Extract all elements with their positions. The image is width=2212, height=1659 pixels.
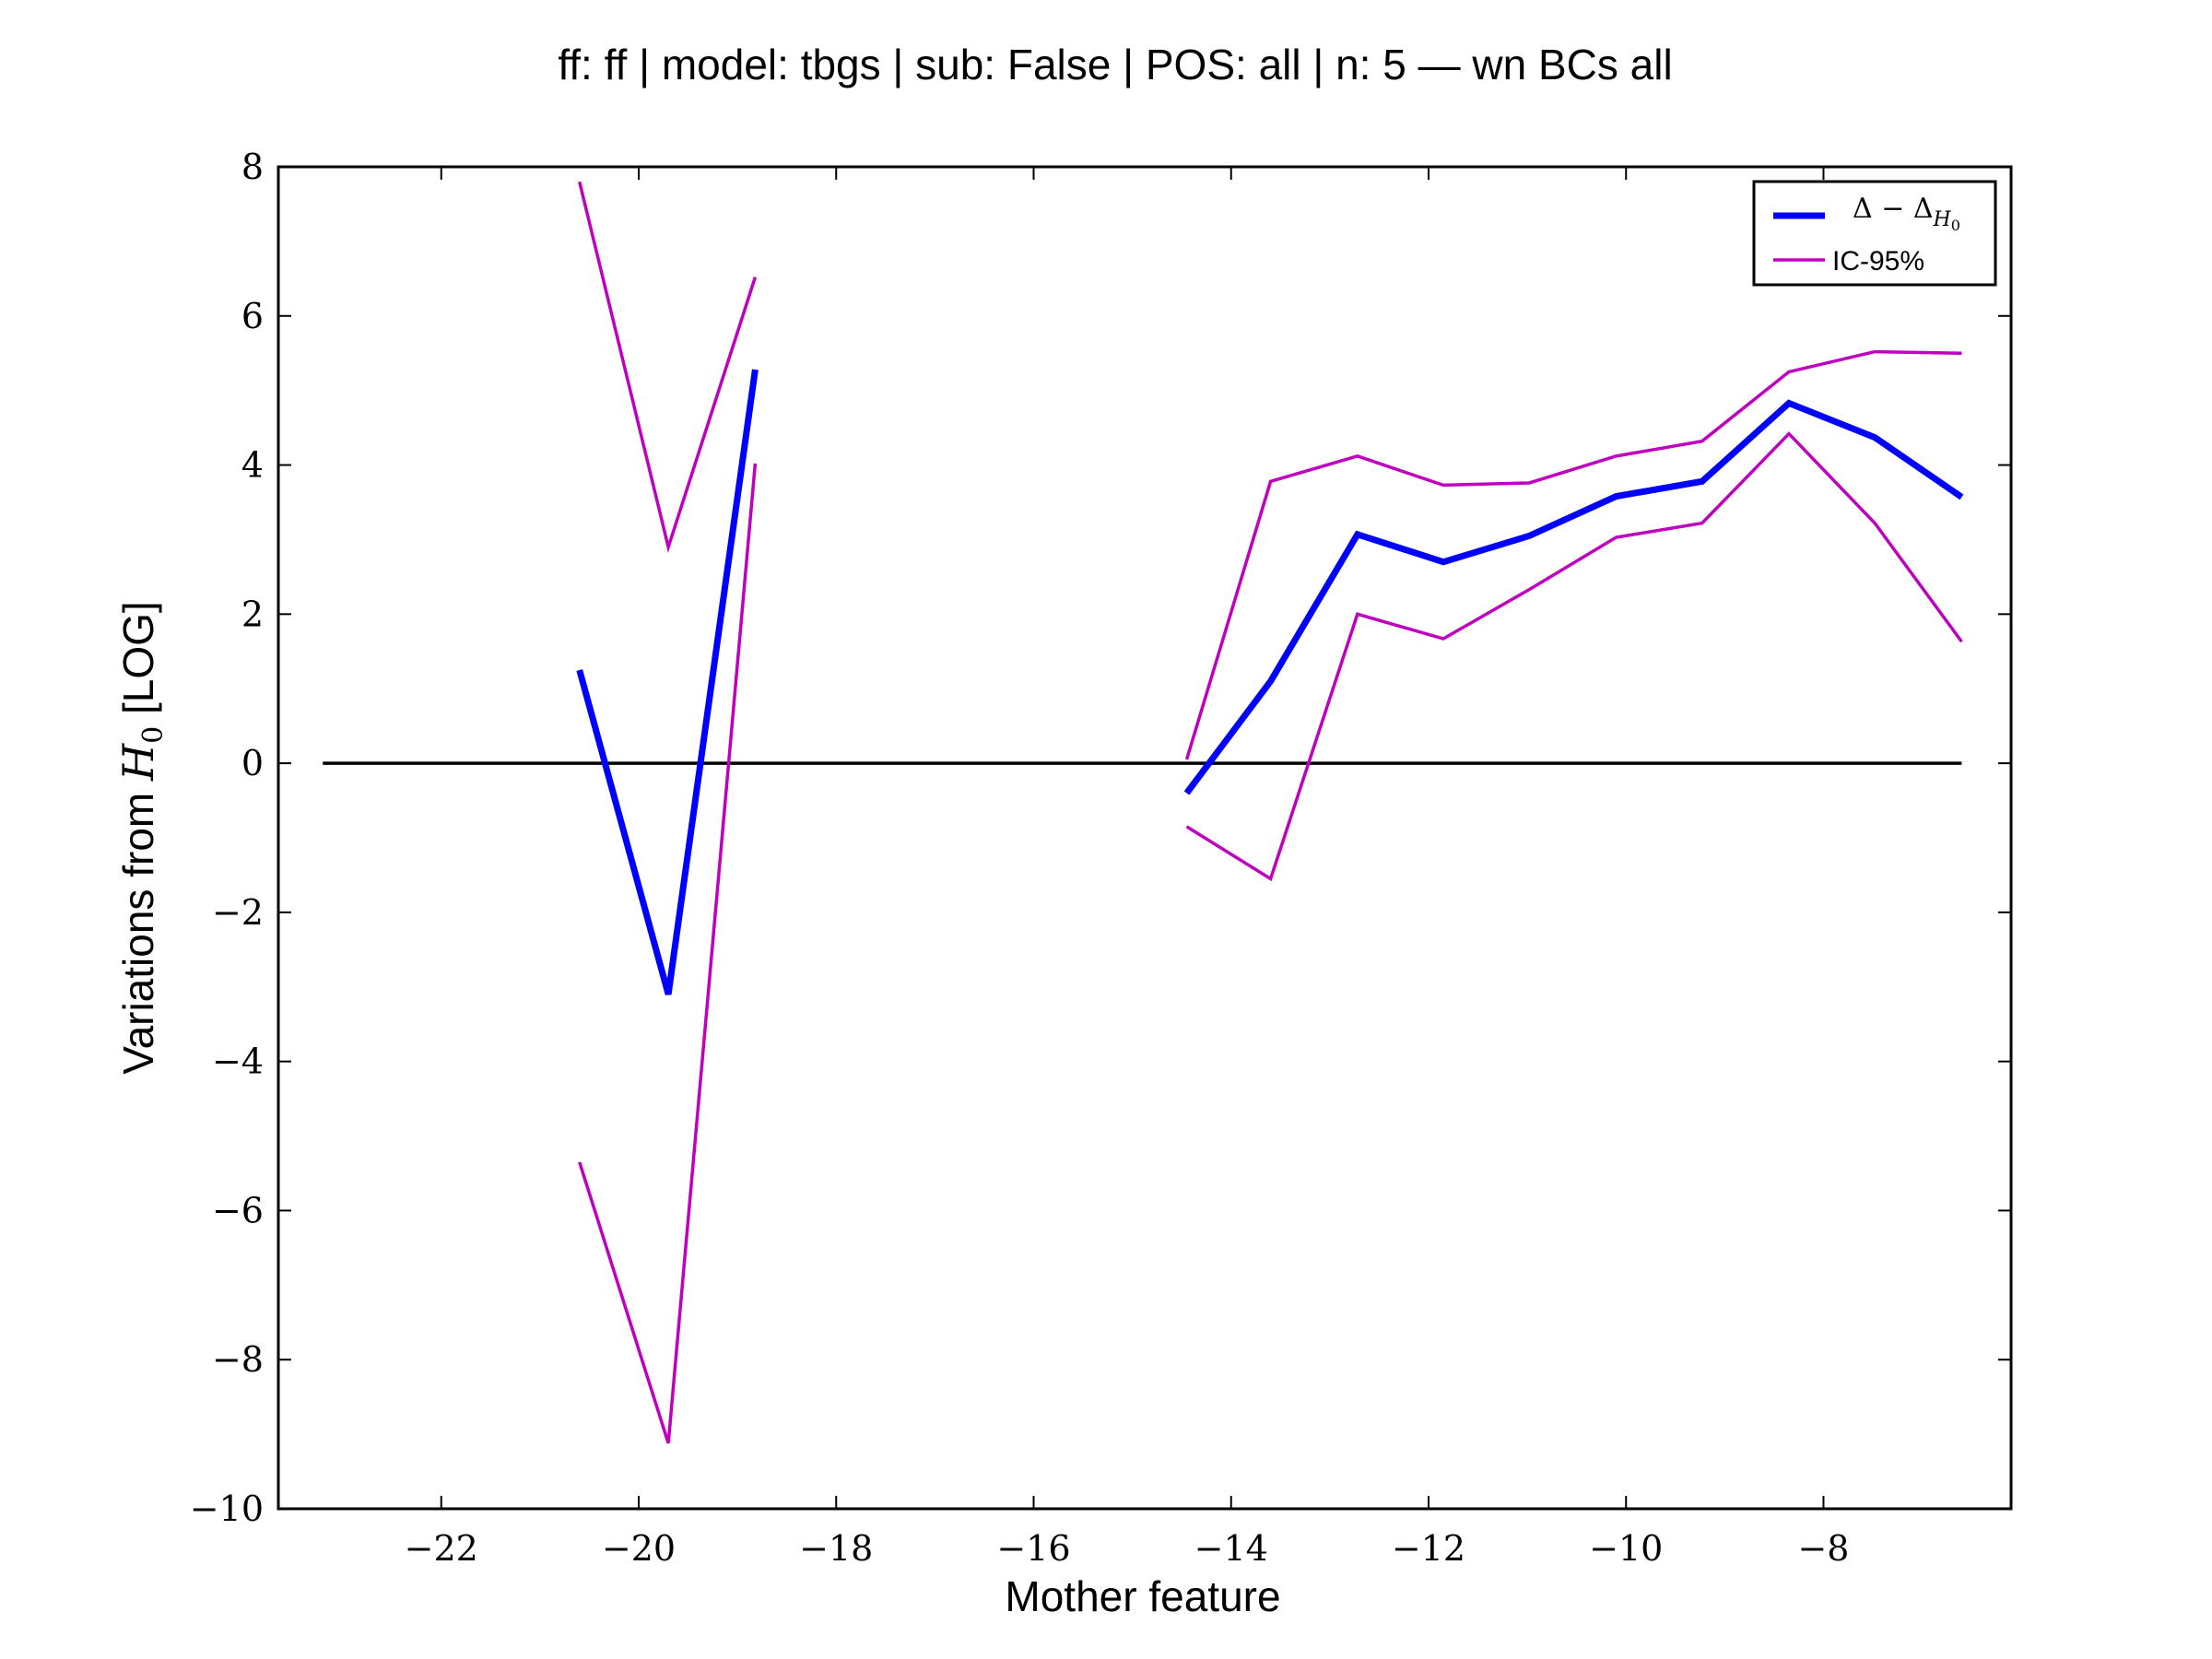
x-tick-label: −18 xyxy=(799,1528,873,1569)
x-tick-label: −8 xyxy=(1797,1528,1849,1569)
y-tick-label: −2 xyxy=(212,892,264,933)
x-axis-ticks: −22 −20 −18 −16 −14 −12 −10 −8 xyxy=(405,167,1849,1569)
y-tick-label: 0 xyxy=(241,743,264,783)
y-tick-label: −6 xyxy=(212,1190,264,1230)
y-tick-label: 2 xyxy=(241,594,264,634)
legend-label-delta-sub2: 0 xyxy=(1951,217,1960,234)
legend: Δ − ΔH0 IC-95% xyxy=(1752,180,1997,287)
series-upper-segment-0 xyxy=(578,181,758,553)
y-tick-label: −8 xyxy=(212,1339,264,1380)
x-tick-label: −12 xyxy=(1392,1528,1465,1569)
series-lower-segment-0 xyxy=(578,463,758,1444)
x-tick-label: −14 xyxy=(1194,1528,1268,1569)
series-upper-segment-1 xyxy=(1184,349,1962,760)
plot-area-frame xyxy=(276,165,2013,1511)
y-axis-ticks: 8 6 4 2 0 −2 −4 −6 −8 −10 xyxy=(190,147,2011,1529)
series-estimate-segment-0 xyxy=(576,369,759,995)
y-axis-label-suffix: [LOG] xyxy=(114,601,162,725)
legend-label-delta-sub: H xyxy=(1933,208,1952,231)
legend-label-delta-main: Δ − Δ xyxy=(1853,193,1934,225)
x-tick-label: −16 xyxy=(996,1528,1070,1569)
x-tick-label: −20 xyxy=(602,1528,676,1569)
series-estimate-segment-1 xyxy=(1183,399,1964,795)
legend-box xyxy=(1752,180,1997,287)
legend-label-delta: Δ − ΔH0 xyxy=(1853,193,1960,234)
y-axis-label-prefix: Variations from xyxy=(114,781,162,1075)
y-tick-label: −10 xyxy=(190,1488,264,1529)
y-tick-label: −4 xyxy=(212,1041,264,1082)
series-lower-segment-1 xyxy=(1185,431,1963,882)
x-tick-label: −10 xyxy=(1589,1528,1663,1569)
y-tick-label: 4 xyxy=(241,445,264,486)
y-tick-label: 8 xyxy=(241,147,264,187)
x-axis-label: Mother feature xyxy=(1005,1572,1280,1620)
y-axis-label-symbol: H xyxy=(113,743,163,782)
chart-title: ff: ff | model: tbgs | sub: False | POS:… xyxy=(558,41,1672,88)
y-axis-label-subscript: 0 xyxy=(137,726,170,744)
legend-label-ic95: IC-95% xyxy=(1832,246,1924,276)
y-tick-label: 6 xyxy=(241,296,264,336)
x-tick-label: −22 xyxy=(405,1528,478,1569)
series-group xyxy=(576,181,1964,1444)
y-axis-label: Variations from H0 [LOG] xyxy=(113,601,170,1074)
